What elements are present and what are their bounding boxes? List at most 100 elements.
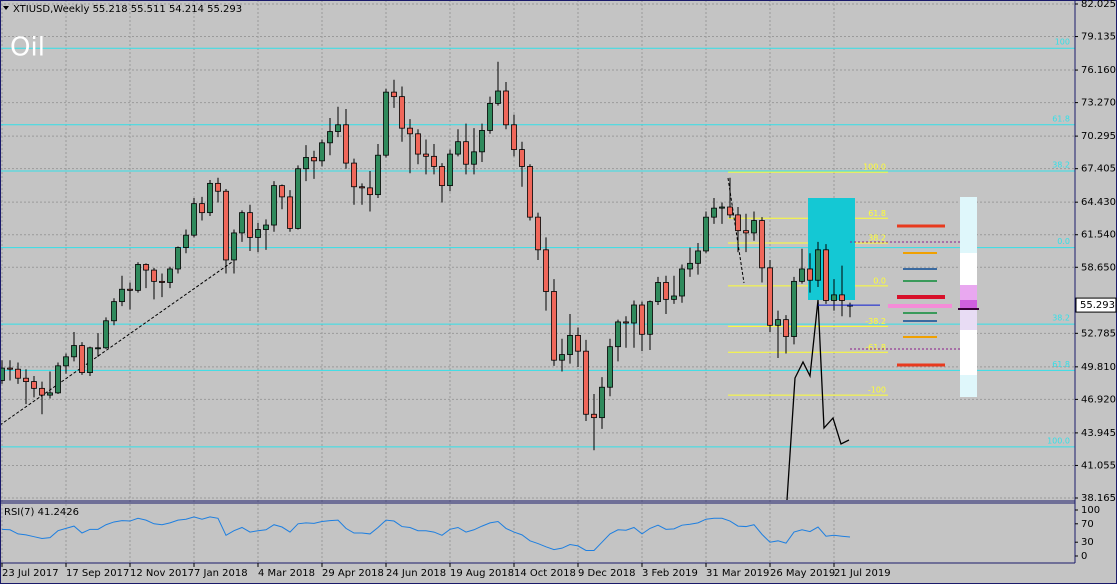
y-tick-label: 52.785 xyxy=(1081,328,1116,339)
candle-body xyxy=(463,141,469,165)
menu-arrow xyxy=(3,6,9,10)
y-tick-label: 61.540 xyxy=(1081,230,1116,241)
candle-body xyxy=(535,216,541,251)
candle-body xyxy=(103,320,109,349)
candle-body xyxy=(607,346,613,388)
candle-body xyxy=(247,212,253,238)
candle-body xyxy=(687,262,693,270)
candle-body xyxy=(319,142,325,162)
candle-body xyxy=(55,365,61,394)
x-tick-label: 31 Mar 2019 xyxy=(706,568,769,579)
open-value: 55.218 xyxy=(93,4,128,15)
candle-body xyxy=(31,381,37,389)
candle-body xyxy=(551,291,557,361)
candle-body xyxy=(279,185,285,198)
rsi-tick-label: 70 xyxy=(1081,519,1094,530)
candle-body xyxy=(263,224,269,230)
candle-body xyxy=(559,354,565,361)
local-fib-label: 0.0 xyxy=(873,276,886,285)
fib-label: 61.8 xyxy=(1052,360,1070,369)
y-tick-label: 67.405 xyxy=(1081,164,1116,175)
fib-label: 38.2 xyxy=(1052,314,1070,323)
candle-body xyxy=(191,203,197,236)
x-tick-label: 14 Oct 2018 xyxy=(514,568,576,579)
candle-body xyxy=(799,268,805,282)
candle-body xyxy=(375,154,381,196)
candle-body xyxy=(151,269,157,282)
candle-body xyxy=(647,301,653,335)
candle-body xyxy=(775,319,781,326)
candle-body xyxy=(399,96,405,129)
candle-body xyxy=(639,304,645,335)
candle-body xyxy=(575,335,581,352)
candle-body xyxy=(719,206,725,209)
candle-body xyxy=(95,347,101,350)
x-tick-label: 26 May 2019 xyxy=(770,568,835,579)
x-tick-label: 3 Feb 2019 xyxy=(642,568,698,579)
candle-layer xyxy=(0,61,853,451)
candle-body xyxy=(815,249,821,281)
candle-body xyxy=(199,203,205,214)
y-tick-label: 43.945 xyxy=(1081,428,1116,439)
candle-body xyxy=(15,368,21,379)
candle-body xyxy=(7,367,13,370)
candle-body xyxy=(47,392,53,396)
candle-body xyxy=(807,268,813,281)
candle-body xyxy=(335,124,341,132)
candle-body xyxy=(439,166,445,187)
y-tick-label: 82.025 xyxy=(1081,0,1116,10)
candle-body xyxy=(743,230,749,234)
x-tick-label: 9 Dec 2018 xyxy=(578,568,636,579)
candle-body xyxy=(415,133,421,155)
fib-label: 38.2 xyxy=(1052,160,1070,169)
y-tick-label: 76.160 xyxy=(1081,65,1116,76)
candle-body xyxy=(231,232,237,261)
candle-body xyxy=(295,168,301,229)
candle-body xyxy=(751,220,757,234)
candle-body xyxy=(711,207,717,218)
candle-body xyxy=(391,91,397,98)
candle-body xyxy=(783,319,789,337)
candle-body xyxy=(791,280,797,337)
y-tick-label: 49.810 xyxy=(1081,362,1116,373)
candle-body xyxy=(583,350,589,415)
candle-body xyxy=(79,345,85,373)
x-tick-label: 17 Sep 2017 xyxy=(66,568,129,579)
candle-body xyxy=(271,185,277,226)
rsi-panel: 100 70 30 0 xyxy=(1,505,1100,562)
candle-body xyxy=(327,131,333,144)
y-tick-label: 58.650 xyxy=(1081,262,1116,273)
local-fib-label: 38.2 xyxy=(868,234,886,243)
candle-body xyxy=(471,151,477,165)
candle-body xyxy=(431,155,437,167)
candle-body xyxy=(527,166,533,218)
candle-body xyxy=(423,153,429,157)
x-tick-label: 19 Aug 2018 xyxy=(450,568,514,579)
candle-body xyxy=(511,124,517,150)
candle-body xyxy=(239,212,245,234)
candle-body xyxy=(367,187,373,196)
range-bar xyxy=(960,375,977,397)
zone-box xyxy=(808,198,855,300)
high-value: 55.511 xyxy=(131,4,166,15)
candle-body xyxy=(831,294,837,301)
candle-body xyxy=(71,345,77,358)
trend-line xyxy=(727,177,745,284)
rsi-name: RSI(7) xyxy=(4,507,35,518)
local-fib-label: 100.0 xyxy=(863,163,886,172)
current-price-box xyxy=(1075,297,1117,313)
candle-body xyxy=(63,356,69,367)
close-value: 55.293 xyxy=(207,4,242,15)
range-bar xyxy=(960,285,977,300)
y-tick-label: 41.055 xyxy=(1081,460,1116,471)
rsi-tick-label: 30 xyxy=(1081,537,1094,548)
candle-body xyxy=(767,267,773,326)
candle-body xyxy=(447,153,453,187)
candle-body xyxy=(175,247,181,270)
rsi-tick-label: 0 xyxy=(1081,551,1087,562)
local-fib-label: -100 xyxy=(868,386,886,395)
candle-body xyxy=(735,214,741,232)
range-bar xyxy=(960,310,977,330)
